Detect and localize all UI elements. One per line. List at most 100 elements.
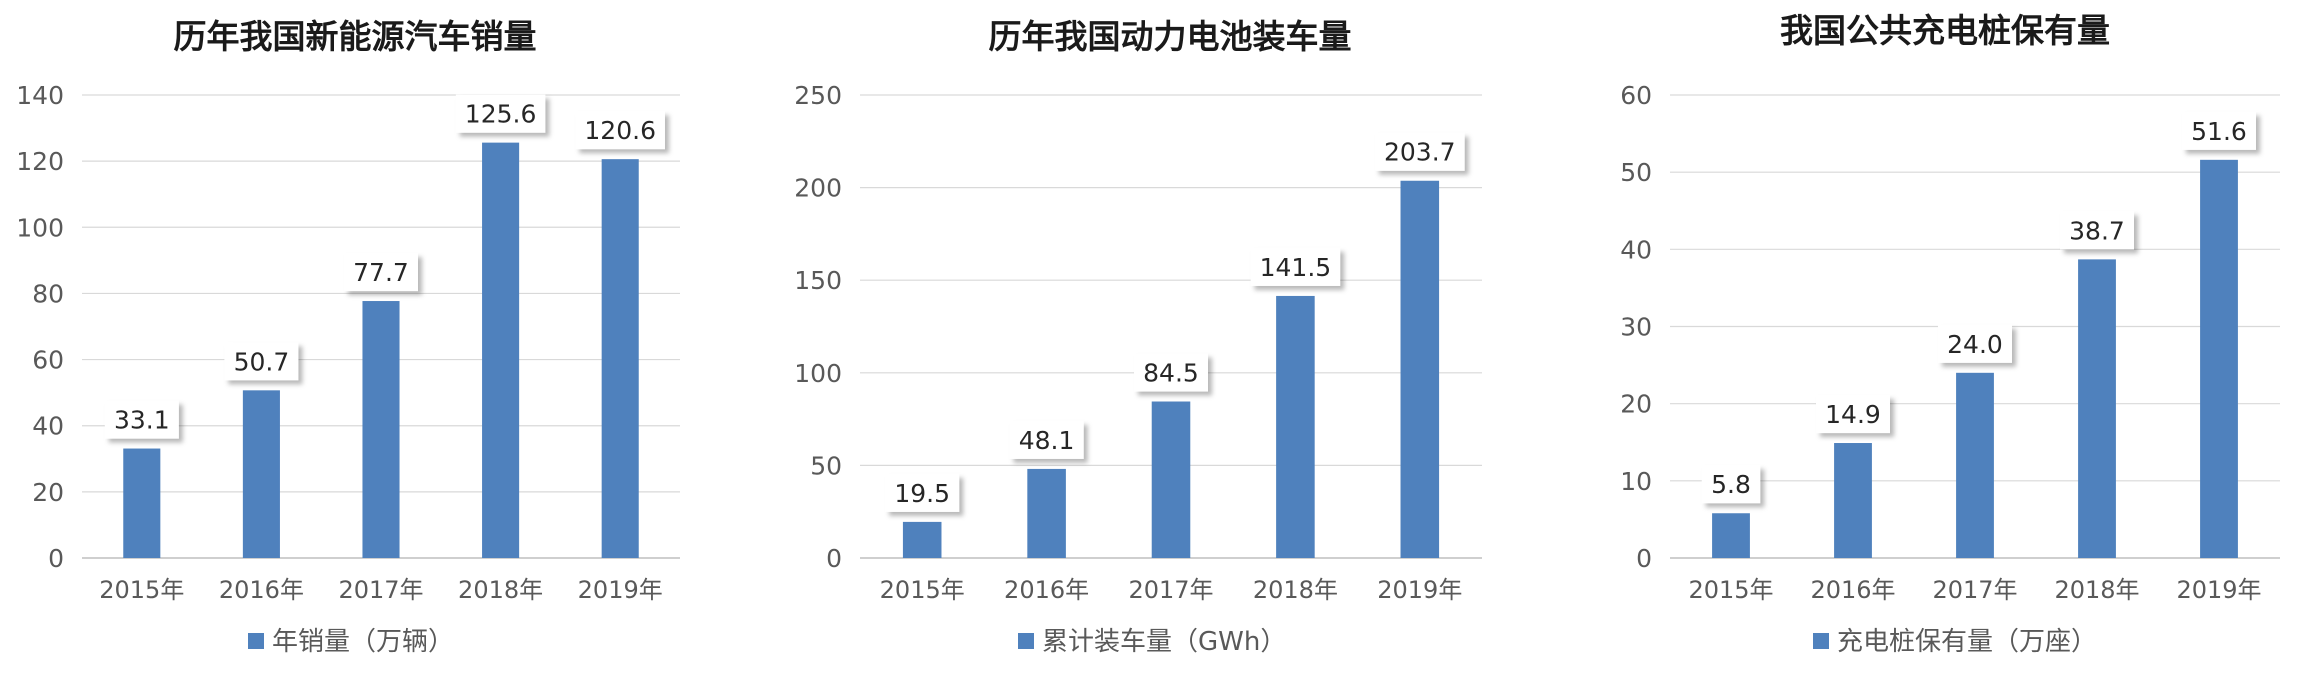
data-label-box	[1375, 132, 1465, 171]
x-tick-label: 2019年	[578, 576, 663, 604]
data-label: 24.0	[1938, 324, 2012, 363]
data-label-box	[344, 253, 418, 292]
y-tick-label: 60	[1620, 81, 1652, 110]
data-label: 19.5	[885, 473, 960, 512]
y-tick-label: 20	[1620, 390, 1652, 419]
bar	[1712, 513, 1750, 558]
y-tick-label: 200	[794, 174, 842, 203]
data-label-text: 38.7	[2069, 216, 2125, 245]
x-tick-label: 2017年	[1128, 576, 1213, 604]
data-label-box	[1250, 247, 1341, 286]
bar	[2078, 259, 2116, 558]
data-label-text: 33.1	[114, 406, 170, 435]
y-tick-label: 80	[32, 279, 64, 308]
x-tick-label: 2015年	[99, 576, 184, 604]
data-label-text: 84.5	[1143, 359, 1199, 388]
data-label-box	[1009, 420, 1084, 459]
x-tick-label: 2016年	[1810, 576, 1895, 604]
data-label-text: 14.9	[1825, 400, 1881, 429]
y-tick-label: 50	[810, 451, 842, 480]
y-tick-label: 120	[16, 147, 64, 176]
x-tick-label: 2016年	[219, 576, 304, 604]
legend: 年销量（万辆）	[248, 627, 454, 657]
y-tick-label: 250	[794, 81, 842, 110]
bar	[2200, 159, 2238, 558]
data-label: 141.5	[1250, 247, 1341, 286]
y-tick-label: 40	[1620, 235, 1652, 264]
y-tick-label: 50	[1620, 158, 1652, 187]
data-label-text: 141.5	[1260, 253, 1332, 282]
data-label-text: 24.0	[1947, 330, 2003, 359]
bar	[242, 390, 280, 558]
data-label-box	[1701, 465, 1761, 504]
y-tick-label: 100	[16, 213, 64, 242]
bar	[1276, 295, 1315, 558]
y-tick-label: 30	[1620, 313, 1652, 342]
y-tick-label: 0	[48, 544, 64, 573]
data-label-box	[104, 400, 179, 439]
chart-title: 历年我国新能源汽车销量	[174, 17, 537, 56]
bar	[1956, 372, 1994, 558]
x-tick-label: 2017年	[1932, 576, 2017, 604]
data-label: 120.6	[575, 111, 665, 150]
data-label-text: 50.7	[234, 347, 290, 376]
legend: 充电桩保有量（万座）	[1813, 627, 2097, 657]
legend: 累计装车量（GWh）	[1018, 627, 1286, 657]
x-tick-label: 2017年	[338, 576, 423, 604]
data-label-text: 203.7	[1384, 138, 1456, 167]
data-label-text: 51.6	[2191, 117, 2247, 146]
y-tick-label: 10	[1620, 467, 1652, 496]
bar-chart-2: 历年我国动力电池装车量 0 50 100 150 200 250 2015年 19.5 2016年…	[794, 17, 1482, 657]
data-label: 203.7	[1375, 132, 1465, 171]
bar	[1400, 180, 1440, 558]
y-tick-label: 100	[794, 359, 842, 388]
x-tick-label: 2018年	[1253, 576, 1338, 604]
data-label-box	[224, 342, 299, 381]
data-label-box	[1134, 353, 1208, 392]
data-label: 51.6	[2182, 111, 2256, 150]
x-tick-label: 2015年	[1688, 576, 1773, 604]
data-label: 14.9	[1816, 395, 1890, 434]
data-label-text: 125.6	[465, 100, 537, 129]
x-tick-label: 2016年	[1004, 576, 1089, 604]
data-label-text: 120.6	[584, 116, 656, 145]
data-label-box	[2182, 111, 2256, 150]
y-tick-label: 150	[794, 266, 842, 295]
data-label: 77.7	[344, 253, 418, 292]
x-tick-label: 2019年	[1377, 576, 1462, 604]
y-tick-label: 60	[32, 346, 64, 375]
x-tick-label: 2019年	[2176, 576, 2261, 604]
data-label: 48.1	[1009, 420, 1084, 459]
y-tick-label: 40	[32, 412, 64, 441]
y-tick-label: 140	[16, 81, 64, 110]
y-tick-label: 0	[1636, 544, 1652, 573]
bar	[601, 159, 639, 558]
data-label-box	[455, 94, 546, 133]
bar-chart-3: 我国公共充电桩保有量 0 10 20 30 40 50 60 2015年 5.8 2016年 14.9…	[1620, 11, 2280, 657]
legend-swatch	[248, 633, 264, 649]
data-label-box	[1938, 324, 2012, 363]
data-label-text: 77.7	[353, 258, 409, 287]
bar	[482, 142, 520, 558]
chart-title: 历年我国动力电池装车量	[989, 17, 1352, 56]
data-label-box	[575, 111, 665, 150]
bar	[1834, 443, 1872, 558]
legend-swatch	[1018, 633, 1034, 649]
legend-swatch	[1813, 633, 1829, 649]
chart-title: 我国公共充电桩保有量	[1780, 11, 2110, 50]
data-label: 84.5	[1134, 353, 1208, 392]
data-label: 33.1	[104, 400, 179, 439]
data-label: 50.7	[224, 342, 299, 381]
data-label-text: 5.8	[1711, 470, 1751, 499]
data-label-box	[2060, 211, 2134, 250]
bar	[123, 448, 161, 558]
y-tick-label: 0	[826, 544, 842, 573]
y-tick-label: 20	[32, 478, 64, 507]
bar	[902, 521, 942, 558]
bar-chart-1: 历年我国新能源汽车销量 0 20 40 60 80 100 120 140 2015年 33.1 20…	[16, 17, 680, 657]
data-label-box	[1816, 395, 1890, 434]
data-label-text: 19.5	[894, 479, 950, 508]
data-label: 38.7	[2060, 211, 2134, 250]
x-tick-label: 2018年	[458, 576, 543, 604]
